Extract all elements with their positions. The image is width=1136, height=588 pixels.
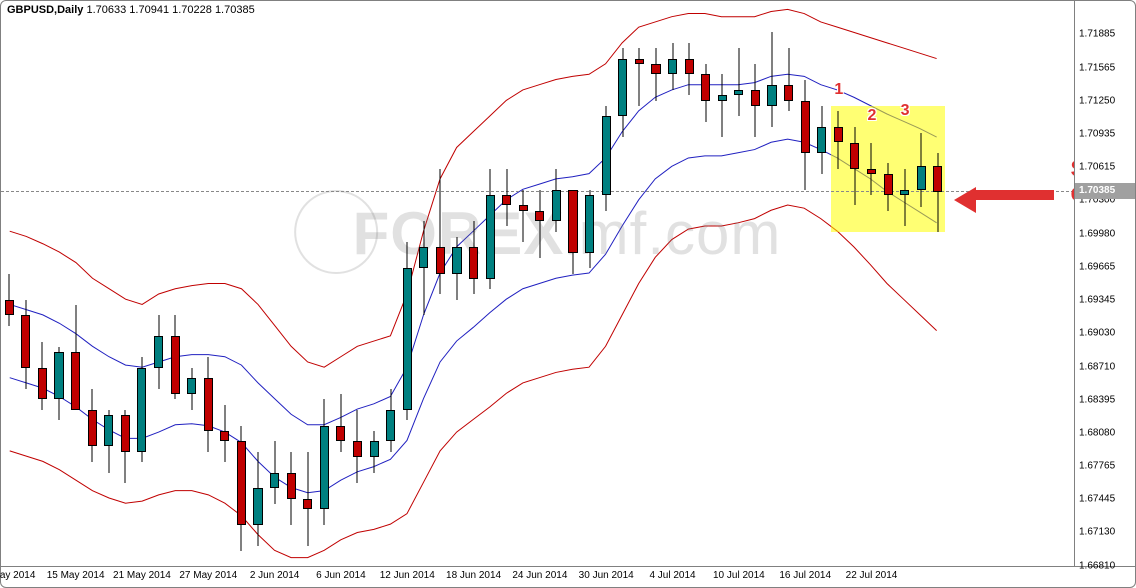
x-tick-label: 4 Jul 2014 bbox=[649, 570, 695, 581]
x-tick-label: 21 May 2014 bbox=[113, 570, 171, 581]
y-tick-label: 1.66810 bbox=[1079, 560, 1115, 571]
annotation-number: 1 bbox=[834, 81, 843, 99]
chart-plot-area[interactable]: FOREXimf.com 123Selldi sini bbox=[1, 1, 1075, 567]
y-tick-label: 1.69030 bbox=[1079, 328, 1115, 339]
time-axis: 9 May 2014 15 May 2014 21 May 2014 27 May 2… bbox=[1, 567, 1075, 587]
x-tick-label: 9 May 2014 bbox=[0, 570, 35, 581]
x-tick-label: 30 Jun 2014 bbox=[579, 570, 634, 581]
current-price-tag: 1.70385 bbox=[1075, 183, 1135, 199]
chart-header: GBPUSD,Daily 1.70633 1.70941 1.70228 1.7… bbox=[7, 4, 255, 16]
annotation-number: 2 bbox=[868, 107, 877, 125]
y-tick-label: 1.68080 bbox=[1079, 427, 1115, 438]
y-tick-label: 1.70615 bbox=[1079, 162, 1115, 173]
ohlc-text: 1.70633 1.70941 1.70228 1.70385 bbox=[86, 4, 254, 16]
y-tick-label: 1.67445 bbox=[1079, 494, 1115, 505]
y-tick-label: 1.69980 bbox=[1079, 228, 1115, 239]
y-tick-label: 1.69345 bbox=[1079, 295, 1115, 306]
annotation-number: 3 bbox=[901, 102, 910, 120]
x-tick-label: 27 May 2014 bbox=[179, 570, 237, 581]
y-tick-label: 1.71885 bbox=[1079, 29, 1115, 40]
price-axis: 1.71885 1.71565 1.71250 1.70935 1.70615 1.703… bbox=[1075, 1, 1135, 567]
y-tick-label: 1.69665 bbox=[1079, 261, 1115, 272]
y-tick-label: 1.70935 bbox=[1079, 128, 1115, 139]
x-tick-label: 10 Jul 2014 bbox=[713, 570, 765, 581]
indicator-lines bbox=[1, 1, 1074, 566]
y-tick-label: 1.67130 bbox=[1079, 527, 1115, 538]
x-tick-label: 16 Jul 2014 bbox=[779, 570, 831, 581]
y-tick-label: 1.67765 bbox=[1079, 460, 1115, 471]
x-tick-label: 12 Jun 2014 bbox=[380, 570, 435, 581]
x-tick-label: 18 Jun 2014 bbox=[446, 570, 501, 581]
y-tick-label: 1.71250 bbox=[1079, 95, 1115, 106]
x-tick-label: 6 Jun 2014 bbox=[316, 570, 366, 581]
x-tick-label: 24 Jun 2014 bbox=[512, 570, 567, 581]
x-tick-label: 22 Jul 2014 bbox=[846, 570, 898, 581]
y-tick-label: 1.68395 bbox=[1079, 394, 1115, 405]
current-price-line bbox=[1, 191, 1074, 192]
symbol-text: GBPUSD,Daily bbox=[7, 4, 83, 16]
x-tick-label: 15 May 2014 bbox=[47, 570, 105, 581]
x-tick-label: 2 Jun 2014 bbox=[250, 570, 300, 581]
chart-window: GBPUSD,Daily 1.70633 1.70941 1.70228 1.7… bbox=[0, 0, 1136, 588]
y-tick-label: 1.68710 bbox=[1079, 361, 1115, 372]
y-tick-label: 1.71565 bbox=[1079, 62, 1115, 73]
